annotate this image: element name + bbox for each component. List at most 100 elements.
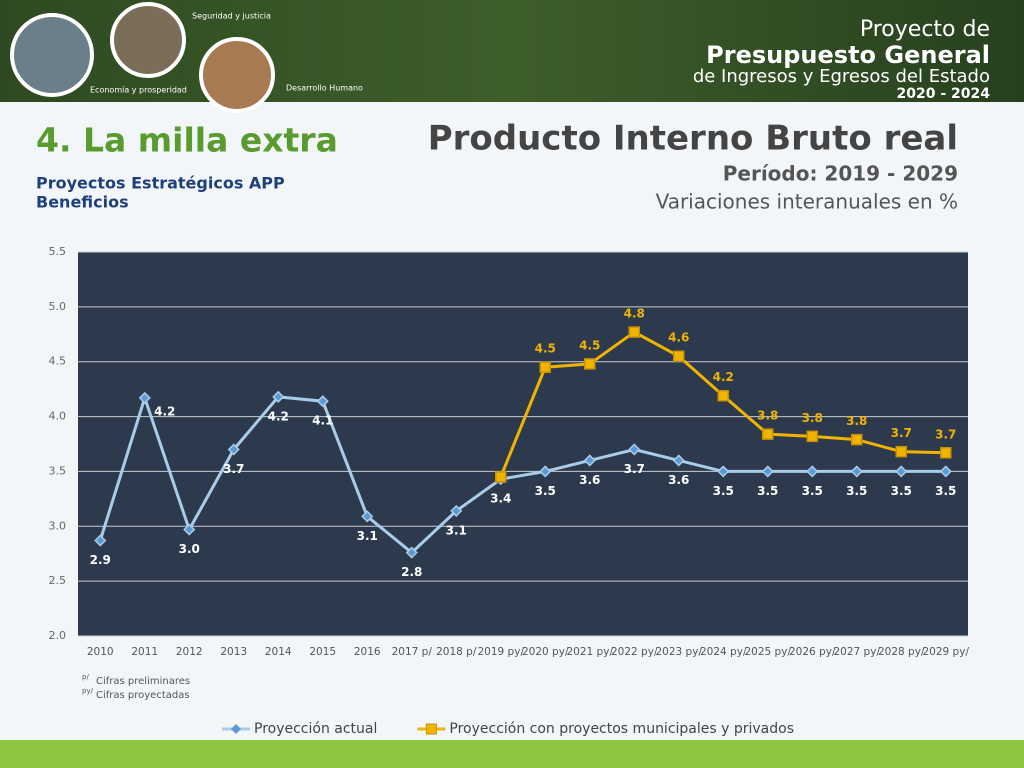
data-label: 4.2 (154, 404, 175, 418)
badge-photo (110, 2, 186, 78)
x-tick-label: 2015 (309, 646, 336, 658)
series-line (98, 393, 946, 555)
note-text: Cifras preliminares (96, 676, 190, 687)
data-label: 3.5 (891, 484, 912, 498)
point (717, 389, 729, 402)
point (673, 350, 685, 362)
x-tick-label: 2010 (87, 646, 114, 658)
data-label: 3.7 (223, 462, 244, 476)
y-tick-label: 5.5 (49, 245, 67, 258)
x-tick-label: 2021 py/ (567, 646, 614, 658)
data-label: 4.5 (579, 338, 600, 352)
x-tick-label: 2026 py/ (789, 646, 836, 658)
point (628, 326, 640, 338)
y-tick-label: 4.0 (49, 410, 67, 423)
data-label: 4.2 (713, 370, 734, 384)
note-text: Cifras proyectadas (96, 690, 190, 701)
legend-marker (231, 724, 241, 734)
data-label: 3.5 (935, 484, 956, 498)
point (94, 534, 107, 547)
data-label: 4.6 (668, 331, 689, 345)
plot-area (78, 252, 968, 636)
x-tick-label: 2012 (176, 646, 203, 658)
x-tick-label: 2016 (354, 646, 381, 658)
x-tick-label: 2025 py/ (745, 646, 792, 658)
x-tick-label: 2014 (265, 646, 292, 658)
point (895, 465, 908, 478)
point (316, 395, 329, 408)
x-tick-label: 2023 py/ (656, 646, 703, 658)
badge-label: Desarrollo Humano (286, 84, 363, 93)
point (851, 433, 863, 446)
y-tick-label: 4.5 (49, 355, 67, 368)
data-label: 3.1 (446, 523, 467, 537)
point (850, 465, 863, 478)
badge-photo (10, 13, 94, 97)
y-tick-label: 3.5 (49, 464, 67, 477)
x-tick-label: 2024 py/ (700, 646, 747, 658)
data-label: 3.7 (624, 462, 645, 476)
brand-years: 2020 - 2024 (897, 86, 991, 102)
point (495, 471, 507, 483)
y-tick-label: 3.0 (49, 519, 67, 532)
data-label: 3.7 (935, 427, 956, 441)
legend-label: Proyección actual (254, 721, 377, 737)
y-tick-label: 2.0 (49, 629, 67, 642)
x-tick-label: 2017 p/ (392, 646, 433, 658)
data-label: 3.5 (757, 484, 778, 498)
y-tick-label: 2.5 (49, 574, 67, 587)
x-tick-label: 2018 p/ (436, 646, 477, 658)
data-label: 4.1 (312, 414, 333, 428)
point (717, 465, 730, 478)
data-label: 2.8 (401, 565, 422, 579)
section-subtitle: Proyectos Estratégicos APP (36, 174, 285, 193)
point (583, 454, 596, 467)
legend-label: Proyección con proyectos municipales y p… (449, 721, 794, 737)
point (227, 443, 240, 456)
point (939, 465, 952, 478)
point (539, 361, 551, 373)
x-tick-label: 2019 py/ (478, 646, 525, 658)
data-label: 3.1 (357, 529, 378, 543)
point (762, 428, 774, 440)
point (361, 510, 374, 523)
x-tick-label: 2022 py/ (611, 646, 658, 658)
data-label: 4.2 (268, 409, 289, 423)
x-tick-label: 2020 py/ (522, 646, 569, 658)
point (539, 465, 552, 478)
x-tick-label: 2028 py/ (878, 646, 925, 658)
point (940, 447, 952, 459)
data-label: 3.0 (179, 542, 200, 556)
data-label: 3.5 (846, 484, 867, 498)
point (672, 454, 685, 467)
data-label: 3.5 (535, 484, 556, 498)
data-label: 3.5 (713, 484, 734, 498)
point (806, 430, 818, 443)
point (405, 546, 418, 559)
data-label: 3.7 (891, 426, 912, 440)
legend-marker (425, 723, 437, 735)
x-tick-label: 2029 py/ (923, 646, 970, 658)
point (895, 445, 907, 458)
data-label: 3.8 (802, 411, 823, 425)
x-tick-label: 2013 (220, 646, 247, 658)
data-label: 3.8 (757, 409, 778, 423)
note-mark: py/ (82, 687, 94, 695)
point (806, 465, 819, 478)
chart-title: Producto Interno Bruto real (428, 119, 958, 159)
data-label: 3.5 (802, 484, 823, 498)
unit-note: Variaciones interanuales en % (656, 190, 958, 214)
x-tick-label: 2027 py/ (834, 646, 881, 658)
data-label: 3.8 (846, 414, 867, 428)
badge-label: Seguridad y justicia (192, 12, 271, 21)
point (761, 465, 774, 478)
section-title: 4. La milla extra (36, 121, 338, 160)
brand-line: Presupuesto General (706, 41, 990, 69)
point (272, 390, 285, 403)
x-tick-label: 2011 (131, 646, 158, 658)
brand-line: Proyecto de (860, 17, 990, 42)
point (628, 443, 641, 456)
chart-subtitle: Período: 2019 - 2029 (723, 162, 958, 186)
data-label: 3.4 (490, 492, 511, 506)
